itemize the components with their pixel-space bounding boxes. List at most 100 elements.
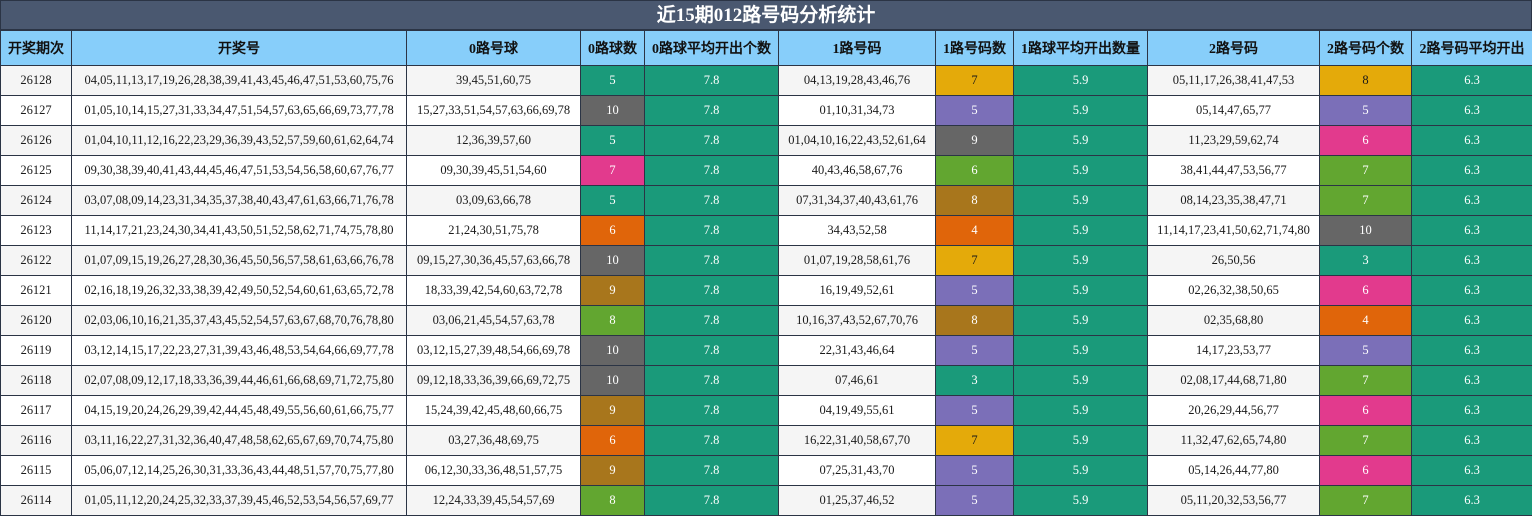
cell-route2-numbers: 05,14,26,44,77,80 — [1148, 456, 1320, 486]
cell-route1-avg: 5.9 — [1014, 96, 1148, 126]
cell-route0-balls: 39,45,51,60,75 — [407, 66, 581, 96]
cell-route1-numbers: 01,10,31,34,73 — [779, 96, 936, 126]
header-route0-count: 0路球数 — [581, 31, 645, 66]
cell-route0-avg: 7.8 — [645, 486, 779, 516]
cell-route1-numbers: 16,19,49,52,61 — [779, 276, 936, 306]
cell-route0-count: 7 — [581, 156, 645, 186]
cell-route2-avg: 6.3 — [1412, 486, 1532, 516]
cell-issue: 26115 — [1, 456, 72, 486]
cell-route2-count: 7 — [1320, 486, 1412, 516]
cell-route0-avg: 7.8 — [645, 216, 779, 246]
cell-route0-avg: 7.8 — [645, 186, 779, 216]
cell-route1-avg: 5.9 — [1014, 336, 1148, 366]
cell-route0-avg: 7.8 — [645, 156, 779, 186]
table-title: 近15期012路号码分析统计 — [0, 0, 1532, 30]
cell-route2-count: 10 — [1320, 216, 1412, 246]
cell-route0-avg: 7.8 — [645, 396, 779, 426]
cell-route2-count: 6 — [1320, 126, 1412, 156]
cell-route1-numbers: 04,13,19,28,43,46,76 — [779, 66, 936, 96]
cell-route0-count: 5 — [581, 66, 645, 96]
cell-route2-avg: 6.3 — [1412, 66, 1532, 96]
header-route2-numbers: 2路号码 — [1148, 31, 1320, 66]
cell-route0-balls: 09,30,39,45,51,54,60 — [407, 156, 581, 186]
cell-route1-count: 5 — [936, 276, 1014, 306]
header-route1-count: 1路号码数 — [936, 31, 1014, 66]
cell-route1-numbers: 16,22,31,40,58,67,70 — [779, 426, 936, 456]
cell-route0-balls: 15,24,39,42,45,48,60,66,75 — [407, 396, 581, 426]
cell-route0-count: 10 — [581, 366, 645, 396]
cell-route0-balls: 03,06,21,45,54,57,63,78 — [407, 306, 581, 336]
cell-route1-avg: 5.9 — [1014, 246, 1148, 276]
cell-route0-balls: 15,27,33,51,54,57,63,66,69,78 — [407, 96, 581, 126]
cell-route2-avg: 6.3 — [1412, 186, 1532, 216]
cell-route2-count: 6 — [1320, 456, 1412, 486]
cell-route2-numbers: 20,26,29,44,56,77 — [1148, 396, 1320, 426]
cell-route1-count: 5 — [936, 96, 1014, 126]
cell-route1-count: 7 — [936, 66, 1014, 96]
cell-route1-avg: 5.9 — [1014, 486, 1148, 516]
cell-issue: 26116 — [1, 426, 72, 456]
cell-route2-avg: 6.3 — [1412, 246, 1532, 276]
header-route1-numbers: 1路号码 — [779, 31, 936, 66]
cell-numbers: 03,12,14,15,17,22,23,27,31,39,43,46,48,5… — [72, 336, 407, 366]
cell-route0-count: 8 — [581, 306, 645, 336]
cell-numbers: 04,15,19,20,24,26,29,39,42,44,45,48,49,5… — [72, 396, 407, 426]
cell-issue: 26114 — [1, 486, 72, 516]
cell-issue: 26124 — [1, 186, 72, 216]
cell-route1-avg: 5.9 — [1014, 426, 1148, 456]
header-row: 开奖期次 开奖号 0路号球 0路球数 0路球平均开出个数 1路号码 1路号码数 … — [1, 31, 1532, 66]
cell-issue: 26128 — [1, 66, 72, 96]
cell-route0-balls: 03,27,36,48,69,75 — [407, 426, 581, 456]
cell-numbers: 01,04,10,11,12,16,22,23,29,36,39,43,52,5… — [72, 126, 407, 156]
cell-route2-numbers: 26,50,56 — [1148, 246, 1320, 276]
cell-route0-avg: 7.8 — [645, 366, 779, 396]
cell-route2-count: 8 — [1320, 66, 1412, 96]
cell-route2-numbers: 05,11,17,26,38,41,47,53 — [1148, 66, 1320, 96]
cell-route1-numbers: 01,25,37,46,52 — [779, 486, 936, 516]
cell-route1-avg: 5.9 — [1014, 156, 1148, 186]
cell-issue: 26125 — [1, 156, 72, 186]
cell-issue: 26122 — [1, 246, 72, 276]
cell-route2-numbers: 14,17,23,53,77 — [1148, 336, 1320, 366]
cell-route0-count: 8 — [581, 486, 645, 516]
cell-route2-avg: 6.3 — [1412, 96, 1532, 126]
header-route2-count: 2路号码个数 — [1320, 31, 1412, 66]
cell-route1-count: 6 — [936, 156, 1014, 186]
cell-route0-count: 10 — [581, 96, 645, 126]
cell-route2-count: 7 — [1320, 426, 1412, 456]
header-route1-avg: 1路球平均开出数量 — [1014, 31, 1148, 66]
cell-route1-numbers: 01,07,19,28,58,61,76 — [779, 246, 936, 276]
cell-route1-avg: 5.9 — [1014, 66, 1148, 96]
cell-route1-numbers: 04,19,49,55,61 — [779, 396, 936, 426]
cell-numbers: 11,14,17,21,23,24,30,34,41,43,50,51,52,5… — [72, 216, 407, 246]
cell-route0-count: 10 — [581, 336, 645, 366]
cell-issue: 26120 — [1, 306, 72, 336]
cell-route1-count: 5 — [936, 336, 1014, 366]
header-issue: 开奖期次 — [1, 31, 72, 66]
cell-route2-count: 7 — [1320, 186, 1412, 216]
cell-route1-avg: 5.9 — [1014, 456, 1148, 486]
header-numbers: 开奖号 — [72, 31, 407, 66]
cell-route0-count: 9 — [581, 276, 645, 306]
cell-route0-avg: 7.8 — [645, 246, 779, 276]
cell-numbers: 02,16,18,19,26,32,33,38,39,42,49,50,52,5… — [72, 276, 407, 306]
cell-route1-avg: 5.9 — [1014, 396, 1148, 426]
cell-route1-avg: 5.9 — [1014, 276, 1148, 306]
cell-issue: 26126 — [1, 126, 72, 156]
cell-route0-count: 9 — [581, 396, 645, 426]
cell-route0-avg: 7.8 — [645, 456, 779, 486]
cell-route0-balls: 21,24,30,51,75,78 — [407, 216, 581, 246]
cell-issue: 26119 — [1, 336, 72, 366]
cell-numbers: 03,11,16,22,27,31,32,36,40,47,48,58,62,6… — [72, 426, 407, 456]
cell-route2-numbers: 11,23,29,59,62,74 — [1148, 126, 1320, 156]
cell-route0-avg: 7.8 — [645, 306, 779, 336]
